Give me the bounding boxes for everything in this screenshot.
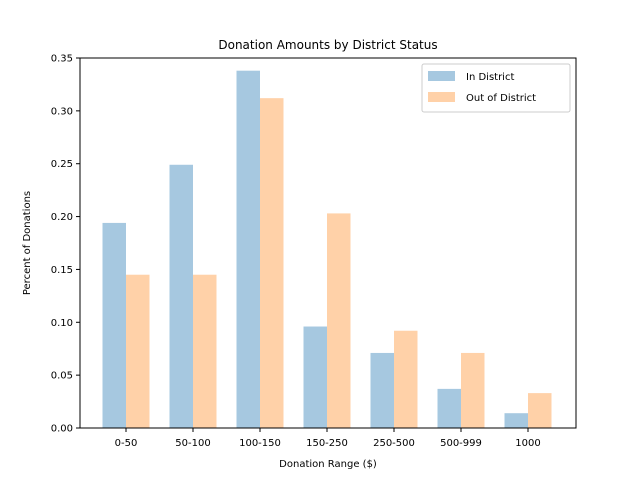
- y-tick-label: 0.15: [51, 265, 73, 276]
- bar-in-district-0-50: [102, 222, 126, 428]
- y-tick-label: 0.05: [51, 371, 73, 382]
- plot-frame: [79, 57, 577, 429]
- y-axis-label: Percent of Donations: [22, 191, 33, 295]
- x-axis-label: Donation Range ($): [279, 459, 377, 470]
- y-tick-label: 0.35: [51, 54, 73, 65]
- legend-label: In District: [466, 72, 514, 83]
- legend-frame: [421, 63, 571, 113]
- bar-out-of-district-100-150: [260, 98, 284, 429]
- chart-title: Donation Amounts by District Status: [218, 38, 437, 52]
- x-tick-label: 500-999: [440, 438, 482, 449]
- bar-out-of-district-150-250: [327, 213, 351, 428]
- bar-in-district-150-250: [303, 326, 327, 428]
- legend-swatch: [428, 71, 455, 81]
- bar-in-district-500-999: [437, 388, 461, 428]
- y-tick-label: 0.30: [51, 106, 73, 117]
- bar-in-district-1000: [504, 413, 528, 428]
- bar-in-district-100-150: [236, 70, 260, 428]
- y-tick-label: 0.00: [51, 424, 73, 435]
- x-tick-label: 100-150: [239, 438, 281, 449]
- bar-out-of-district-500-999: [461, 352, 485, 428]
- legend: In District Out of District: [421, 63, 571, 113]
- x-tick-label: 250-500: [373, 438, 415, 449]
- bar-out-of-district-250-500: [394, 330, 418, 428]
- bar-in-district-50-100: [169, 164, 193, 428]
- y-tick-label: 0.20: [51, 212, 73, 223]
- x-tick-label: 50-100: [175, 438, 210, 449]
- bar-in-district-250-500: [370, 352, 394, 428]
- bar-out-of-district-0-50: [126, 274, 150, 428]
- legend-swatch: [428, 92, 455, 102]
- legend-label: Out of District: [466, 93, 536, 104]
- x-tick-label: 0-50: [115, 438, 138, 449]
- bar-out-of-district-1000: [528, 393, 552, 428]
- y-tick-label: 0.25: [51, 159, 73, 170]
- x-tick-label: 150-250: [306, 438, 348, 449]
- x-tick-label: 1000: [515, 438, 540, 449]
- bar-out-of-district-50-100: [193, 274, 217, 428]
- y-tick-label: 0.10: [51, 318, 73, 329]
